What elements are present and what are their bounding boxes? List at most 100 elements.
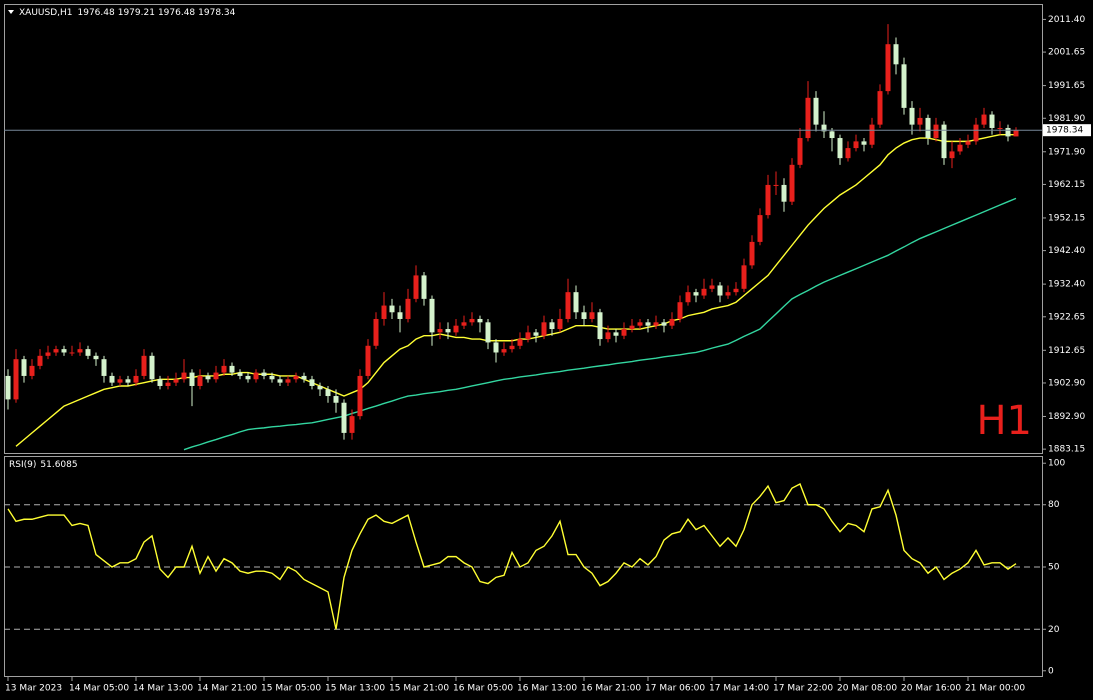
candle-body (333, 396, 339, 403)
candle-body (669, 318, 675, 326)
menu-arrow[interactable] (8, 10, 14, 14)
candle-body (325, 389, 331, 397)
candle-body (797, 138, 803, 165)
x-tick-label: 16 Mar 05:00 (453, 684, 513, 694)
y-tick-label: 1902.90 (1048, 378, 1085, 388)
y-tick-label: 1991.65 (1048, 81, 1085, 91)
close-value: 1978.34 (198, 8, 235, 18)
candle-body (101, 359, 107, 376)
candle-body (805, 97, 811, 139)
candle-body (813, 97, 819, 125)
candle-body (957, 144, 963, 152)
x-tick-label: 20 Mar 16:00 (901, 684, 961, 694)
x-tick-label: 15 Mar 13:00 (325, 684, 385, 694)
y-tick-label: 2001.65 (1048, 48, 1085, 58)
candle-body (941, 124, 947, 159)
candle-body (69, 352, 75, 354)
candle-body (317, 385, 323, 390)
candle-body (221, 365, 227, 373)
candle-body (509, 345, 515, 350)
symbol: XAUUSD,H1 (19, 8, 73, 18)
x-tick-label: 14 Mar 21:00 (197, 684, 257, 694)
y-tick-label: 1883.15 (1048, 445, 1085, 455)
y-tick-label: 1932.40 (1048, 280, 1085, 290)
candle-body (565, 292, 571, 319)
candle-body (693, 292, 699, 296)
candle-body (1005, 127, 1011, 137)
y-tick-label: 1952.15 (1048, 213, 1085, 223)
candle-body (37, 355, 43, 366)
indicator-line (7, 482, 1017, 630)
candle-body (197, 375, 203, 386)
candle-body (205, 375, 211, 380)
high-value: 1979.21 (118, 8, 155, 18)
y-tick-label: 80 (1048, 500, 1060, 510)
candle-body (389, 305, 395, 313)
x-tick-label: 15 Mar 05:00 (261, 684, 321, 694)
candle-body (237, 372, 243, 376)
candle-body (13, 359, 19, 400)
candle-body (525, 332, 531, 340)
chart-header: XAUUSD,H1 1976.48 1979.21 1976.48 1978.34 (19, 8, 236, 18)
candle-body (605, 332, 611, 340)
candle-body (149, 355, 155, 380)
candle-body (189, 372, 195, 386)
candle-body (933, 124, 939, 139)
candle-body (173, 379, 179, 383)
candle-body (845, 148, 851, 159)
candle-body (61, 349, 67, 353)
indicator-line (183, 197, 1017, 451)
main-panel-border (4, 4, 1043, 454)
candle-body (405, 298, 411, 319)
candle-body (621, 329, 627, 336)
candle-body (365, 345, 371, 376)
candle-body (109, 375, 115, 383)
x-tick-label: 16 Mar 13:00 (517, 684, 577, 694)
candle-body (245, 375, 251, 380)
candle-body (261, 372, 267, 376)
candle-body (421, 275, 427, 299)
candle-body (709, 285, 715, 289)
candle-body (349, 416, 355, 433)
candle-body (837, 138, 843, 159)
candle-body (861, 141, 867, 145)
candle-body (789, 164, 795, 202)
candle-body (885, 44, 891, 92)
y-tick-label: 1981.90 (1048, 114, 1085, 124)
candle-body (757, 215, 763, 242)
y-tick-label: 0 (1048, 666, 1054, 676)
y-tick-label: 1962.15 (1048, 180, 1085, 190)
candle-body (725, 292, 731, 296)
x-tick-label: 14 Mar 05:00 (69, 684, 129, 694)
candle-body (213, 372, 219, 380)
candle-body (613, 332, 619, 336)
candle-body (77, 349, 83, 353)
candle-body (493, 342, 499, 353)
candle-body (997, 127, 1003, 129)
candle-body (573, 292, 579, 313)
y-tick-label: 1942.40 (1048, 246, 1085, 256)
candle-body (909, 107, 915, 125)
candle-body (877, 91, 883, 125)
x-tick-label: 17 Mar 22:00 (773, 684, 833, 694)
candle-body (685, 292, 691, 303)
candle-body (469, 318, 475, 323)
candle-body (21, 359, 27, 376)
candle-body (501, 349, 507, 353)
candle-body (29, 365, 35, 376)
candle-body (373, 318, 379, 346)
x-tick-label: 17 Mar 06:00 (645, 684, 705, 694)
candle-body (741, 265, 747, 289)
candle-body (381, 305, 387, 319)
y-tick-label: 100 (1048, 459, 1065, 469)
candle-body (125, 379, 131, 383)
rsi-title: RSI(9) (9, 460, 36, 470)
candle-body (533, 332, 539, 336)
candle-body (717, 285, 723, 296)
candle-body (901, 64, 907, 108)
candle-body (645, 322, 651, 326)
candle-body (397, 312, 403, 319)
candle-body (869, 124, 875, 145)
price-label-box (1043, 124, 1091, 137)
candle-body (437, 329, 443, 333)
